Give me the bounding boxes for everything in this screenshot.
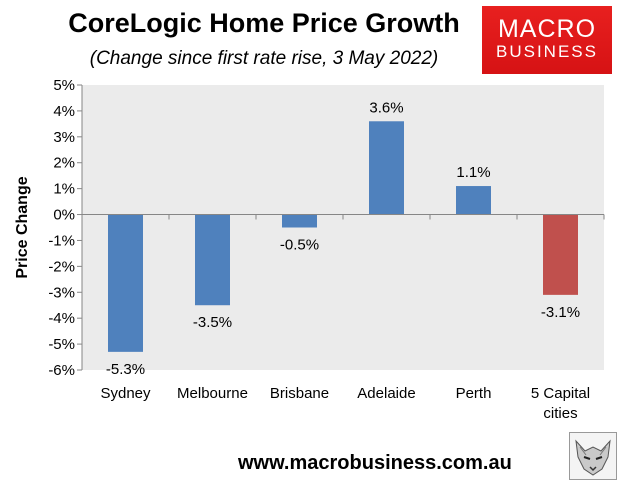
x-category-label: cities: [543, 405, 577, 422]
x-category-label: Sydney: [100, 385, 151, 402]
chart-title: CoreLogic Home Price Growth: [68, 8, 460, 38]
y-axis-title: Price Change: [14, 176, 31, 278]
data-label: -5.3%: [106, 361, 145, 378]
data-label: -3.5%: [193, 314, 232, 331]
logo-line-1: MACRO: [497, 15, 597, 43]
bar: [456, 186, 491, 215]
x-category-label: Melbourne: [177, 385, 248, 402]
chart-subtitle: (Change since first rate rise, 3 May 202…: [89, 48, 439, 69]
y-tick-label: -2%: [48, 258, 75, 275]
bar: [108, 214, 143, 352]
y-tick-label: -4%: [48, 310, 75, 327]
data-label: -3.1%: [541, 304, 580, 321]
data-label: 3.6%: [369, 99, 403, 116]
y-tick-label: 3%: [53, 129, 75, 146]
y-tick-label: -5%: [48, 336, 75, 353]
bar: [195, 214, 230, 306]
wolf-logo-icon: [569, 432, 617, 480]
bar: [543, 214, 578, 295]
macrobusiness-logo: MACRO BUSINESS: [482, 6, 612, 74]
plot-area: [82, 85, 604, 370]
x-category-label: 5 Capital: [531, 385, 590, 402]
y-tick-label: -3%: [48, 284, 75, 301]
x-category-label: Brisbane: [270, 385, 329, 402]
y-tick-label: -1%: [48, 232, 75, 249]
y-tick-label: 1%: [53, 181, 75, 198]
bar: [282, 214, 317, 228]
x-category-label: Adelaide: [357, 385, 415, 402]
website-url[interactable]: www.macrobusiness.com.au: [238, 452, 512, 474]
bar: [369, 121, 404, 215]
data-label: -0.5%: [280, 237, 319, 254]
y-tick-label: -6%: [48, 362, 75, 379]
y-tick-label: 4%: [53, 103, 75, 120]
x-category-label: Perth: [456, 385, 492, 402]
y-tick-label: 0%: [53, 207, 75, 224]
logo-line-2: BUSINESS: [496, 42, 598, 61]
y-tick-label: 5%: [53, 77, 75, 94]
data-label: 1.1%: [456, 164, 490, 181]
y-tick-label: 2%: [53, 155, 75, 172]
